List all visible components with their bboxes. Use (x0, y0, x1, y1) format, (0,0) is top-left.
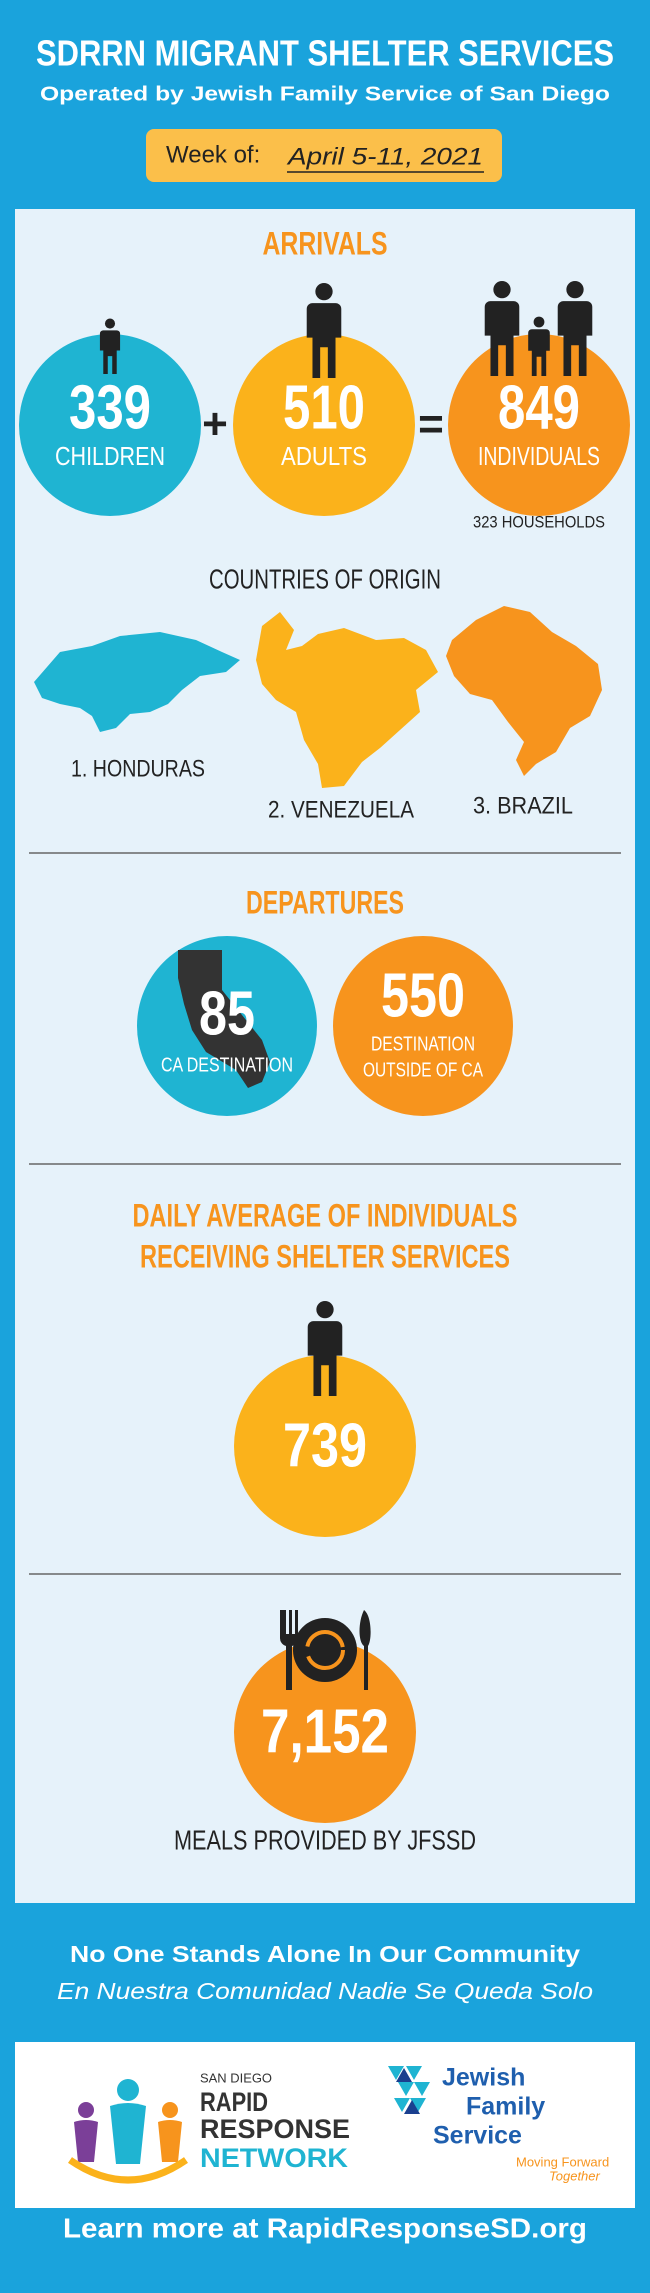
rrn-line: RESPONSE (200, 2114, 350, 2144)
week-dates: April 5-11, 2021 (286, 143, 483, 170)
meals-label: MEALS PROVIDED BY JFSSD (174, 1824, 476, 1855)
individuals-value: 849 (498, 373, 580, 442)
learn-more-link[interactable]: Learn more at RapidResponseSD.org (63, 2212, 587, 2243)
plate-icon (293, 1618, 357, 1682)
jfs-line: Service (433, 2122, 522, 2150)
week-label: Week of: (166, 141, 260, 168)
meals-circle (234, 1641, 416, 1823)
equals-sign: = (418, 400, 444, 449)
jfs-icon (388, 2066, 430, 2112)
rrn-city: SAN DIEGO (200, 2070, 272, 2085)
brazil-shape (446, 606, 602, 776)
outside-label: DESTINATION (371, 1033, 475, 1055)
adults-value: 510 (283, 373, 365, 442)
honduras-shape (34, 632, 240, 732)
daily-title: DAILY AVERAGE OF INDIVIDUALS (133, 1197, 518, 1233)
venezuela-shape (256, 612, 438, 788)
knife-icon (359, 1610, 371, 1690)
jfs-icon (396, 2068, 420, 2114)
tagline-spanish: En Nuestra Comunidad Nadie Se Queda Solo (57, 1978, 593, 2004)
rrn-line: RAPID (200, 2087, 268, 2117)
plate-ring (305, 1630, 345, 1670)
daily-value: 739 (283, 1411, 367, 1480)
arrivals-title: ARRIVALS (263, 225, 388, 261)
meals-value: 7,152 (261, 1697, 389, 1766)
subtitle: Operated by Jewish Family Service of San… (40, 83, 610, 105)
rrn-figure (117, 2079, 139, 2101)
departures-title: DEPARTURES (246, 884, 404, 920)
adults-label: ADULTS (281, 441, 367, 471)
households: 323 HOUSEHOLDS (473, 512, 605, 531)
individuals-circle (448, 334, 630, 516)
daily-circle (234, 1355, 416, 1537)
rrn-figure (110, 2103, 146, 2164)
country-label: 1. HONDURAS (71, 755, 205, 782)
outside-value: 550 (381, 961, 465, 1030)
jfs-line: Jewish (442, 2064, 525, 2092)
rrn-figure (162, 2102, 178, 2118)
rrn-line: NETWORK (200, 2143, 349, 2173)
rrn-arc (68, 2157, 188, 2184)
week-box (146, 129, 502, 182)
jfs-slogan: Together (549, 2168, 601, 2183)
daily-title: RECEIVING SHELTER SERVICES (140, 1238, 510, 1274)
tagline: No One Stands Alone In Our Community (70, 1941, 580, 1967)
fork-icon (279, 1610, 299, 1690)
children-label: CHILDREN (55, 441, 165, 471)
countries-title: COUNTRIES OF ORIGIN (209, 563, 441, 594)
adults-circle (233, 334, 415, 516)
country-label: 2. VENEZUELA (268, 796, 414, 823)
rrn-figure (158, 2120, 182, 2162)
outside-circle (333, 936, 513, 1116)
title: SDRRN MIGRANT SHELTER SERVICES (36, 33, 614, 74)
plus-sign: + (202, 400, 228, 449)
children-circle (19, 334, 201, 516)
california-shape (178, 950, 270, 1088)
children-value: 339 (69, 373, 151, 442)
individuals-label: INDIVIDUALS (478, 441, 600, 471)
rrn-figure (74, 2120, 98, 2162)
ca-value: 85 (199, 979, 255, 1048)
jfs-line: Family (466, 2093, 545, 2121)
jfs-slogan: Moving Forward (516, 2154, 609, 2169)
rrn-figure (78, 2102, 94, 2118)
outside-label: OUTSIDE OF CA (363, 1059, 484, 1081)
ca-label: CA DESTINATION (161, 1054, 293, 1076)
country-label: 3. BRAZIL (473, 792, 573, 819)
